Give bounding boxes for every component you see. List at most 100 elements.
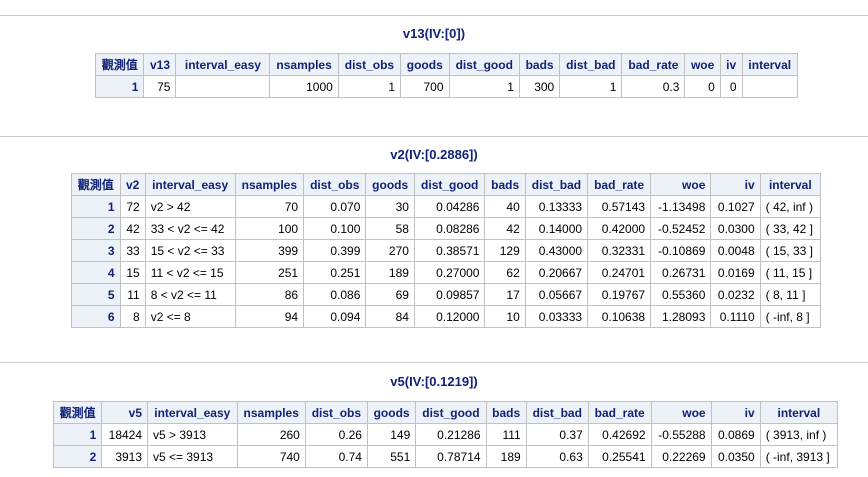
table-cell: -0.55288	[650, 423, 712, 446]
col-header: goods	[400, 53, 450, 76]
col-header: nsamples	[269, 53, 339, 76]
table-cell: 33 < v2 <= 42	[144, 217, 236, 240]
row-number: 1	[52, 423, 103, 446]
header-row: 觀測值 v5 interval_easy nsamples dist_obs g…	[52, 401, 839, 424]
table-cell: 84	[365, 305, 415, 328]
table-cell: 0.26731	[650, 261, 712, 284]
table-cell: 149	[366, 423, 417, 446]
table-cell: ( -inf, 8 ]	[759, 305, 822, 328]
row-number: 2	[52, 445, 103, 468]
col-header: bads	[484, 173, 526, 196]
table-row: 1 18424 v5 > 3913 260 0.26 149 0.21286 1…	[52, 423, 839, 446]
table-cell: 0.100	[303, 217, 367, 240]
table-row: 4 15 11 < v2 <= 15 251 0.251 189 0.27000…	[71, 261, 822, 284]
row-number: 5	[71, 283, 121, 306]
table-cell: 0.43000	[524, 239, 589, 262]
table-cell: 86	[234, 283, 305, 306]
table-cell: 0.24701	[587, 261, 652, 284]
table-cell: 0.32331	[587, 239, 652, 262]
table-row: 3 33 15 < v2 <= 33 399 0.399 270 0.38571…	[71, 239, 822, 262]
table-cell: 18424	[101, 423, 149, 446]
table-cell: 0.0869	[710, 423, 761, 446]
table-cell: ( 15, 33 ]	[759, 239, 822, 262]
table-cell: 0.0048	[710, 239, 761, 262]
table-cell: 1000	[269, 75, 339, 98]
col-header: nsamples	[234, 173, 305, 196]
col-header: bad_rate	[587, 173, 652, 196]
table-cell: 0.57143	[587, 195, 652, 218]
table-cell: -0.10869	[650, 239, 712, 262]
table-cell: 260	[236, 423, 306, 446]
separator	[0, 362, 868, 363]
table-title-v2: v2(IV:[0.2886])	[390, 147, 478, 162]
separator	[0, 136, 868, 137]
table-cell: 189	[485, 445, 527, 468]
col-header: dist_good	[448, 53, 520, 76]
col-header: dist_obs	[337, 53, 402, 76]
table-cell: v2 <= 8	[144, 305, 236, 328]
table-cell: -1.13498	[650, 195, 712, 218]
col-header: interval	[759, 401, 839, 424]
table-cell: 1	[337, 75, 402, 98]
col-header: 觀測值	[71, 173, 121, 196]
table-cell: 11 < v2 <= 15	[144, 261, 236, 284]
table-cell: 8	[119, 305, 146, 328]
table-cell: -0.52452	[650, 217, 712, 240]
col-header: woe	[650, 173, 712, 196]
row-number: 3	[71, 239, 121, 262]
table-cell: 399	[234, 239, 305, 262]
table-cell: 1	[448, 75, 520, 98]
table-row: 6 8 v2 <= 8 94 0.094 84 0.12000 10 0.033…	[71, 305, 822, 328]
table-cell: 58	[365, 217, 415, 240]
table-cell: 94	[234, 305, 305, 328]
table-cell	[175, 75, 271, 98]
separator	[0, 15, 868, 16]
col-header: dist_obs	[304, 401, 368, 424]
table-cell: 0.74	[304, 445, 368, 468]
table-cell: 0.42692	[587, 423, 652, 446]
table-cell: 0.38571	[413, 239, 486, 262]
row-number: 1	[71, 195, 121, 218]
table-cell: ( 8, 11 ]	[759, 283, 822, 306]
table-title-v5: v5(IV:[0.1219])	[390, 374, 478, 389]
table-cell: 15 < v2 <= 33	[144, 239, 236, 262]
table-cell: 15	[119, 261, 146, 284]
table-cell: 0.09857	[413, 283, 486, 306]
table-cell: 740	[236, 445, 306, 468]
table-cell: 70	[234, 195, 305, 218]
table-cell: 0.04286	[413, 195, 486, 218]
table-cell: v2 > 42	[144, 195, 236, 218]
table-cell: 0.12000	[413, 305, 486, 328]
col-header: iv	[719, 53, 743, 76]
table-cell: 0.14000	[524, 217, 589, 240]
col-header: iv	[710, 401, 761, 424]
table-cell: 129	[484, 239, 526, 262]
table-cell: 75	[143, 75, 177, 98]
col-header: nsamples	[236, 401, 306, 424]
table-cell: 0	[684, 75, 721, 98]
table-cell: 0.13333	[524, 195, 589, 218]
table-row: 1 75 1000 1 700 1 300 1 0.3 0 0	[94, 75, 798, 98]
table-cell: 1	[559, 75, 623, 98]
output-table-v2: 觀測值 v2 interval_easy nsamples dist_obs g…	[71, 173, 822, 328]
table-cell: 10	[484, 305, 526, 328]
table-cell: 0.25541	[587, 445, 652, 468]
table-cell: ( 3913, inf )	[759, 423, 839, 446]
table-cell: ( -inf, 3913 ]	[759, 445, 839, 468]
table-cell: 0.094	[303, 305, 367, 328]
col-header: interval	[741, 53, 798, 76]
table-cell: 0.399	[303, 239, 367, 262]
col-header: dist_bad	[525, 401, 589, 424]
table-cell: ( 11, 15 ]	[759, 261, 822, 284]
table-cell: 0.42000	[587, 217, 652, 240]
table-cell: v5 > 3913	[147, 423, 238, 446]
table-cell: 300	[518, 75, 561, 98]
table-cell: 0.21286	[415, 423, 487, 446]
col-header: interval_easy	[147, 401, 238, 424]
col-header: woe	[684, 53, 721, 76]
table-cell: 72	[119, 195, 146, 218]
table-row: 5 11 8 < v2 <= 11 86 0.086 69 0.09857 17…	[71, 283, 822, 306]
col-header: v5	[101, 401, 149, 424]
table-cell: 8 < v2 <= 11	[144, 283, 236, 306]
table-cell: 62	[484, 261, 526, 284]
